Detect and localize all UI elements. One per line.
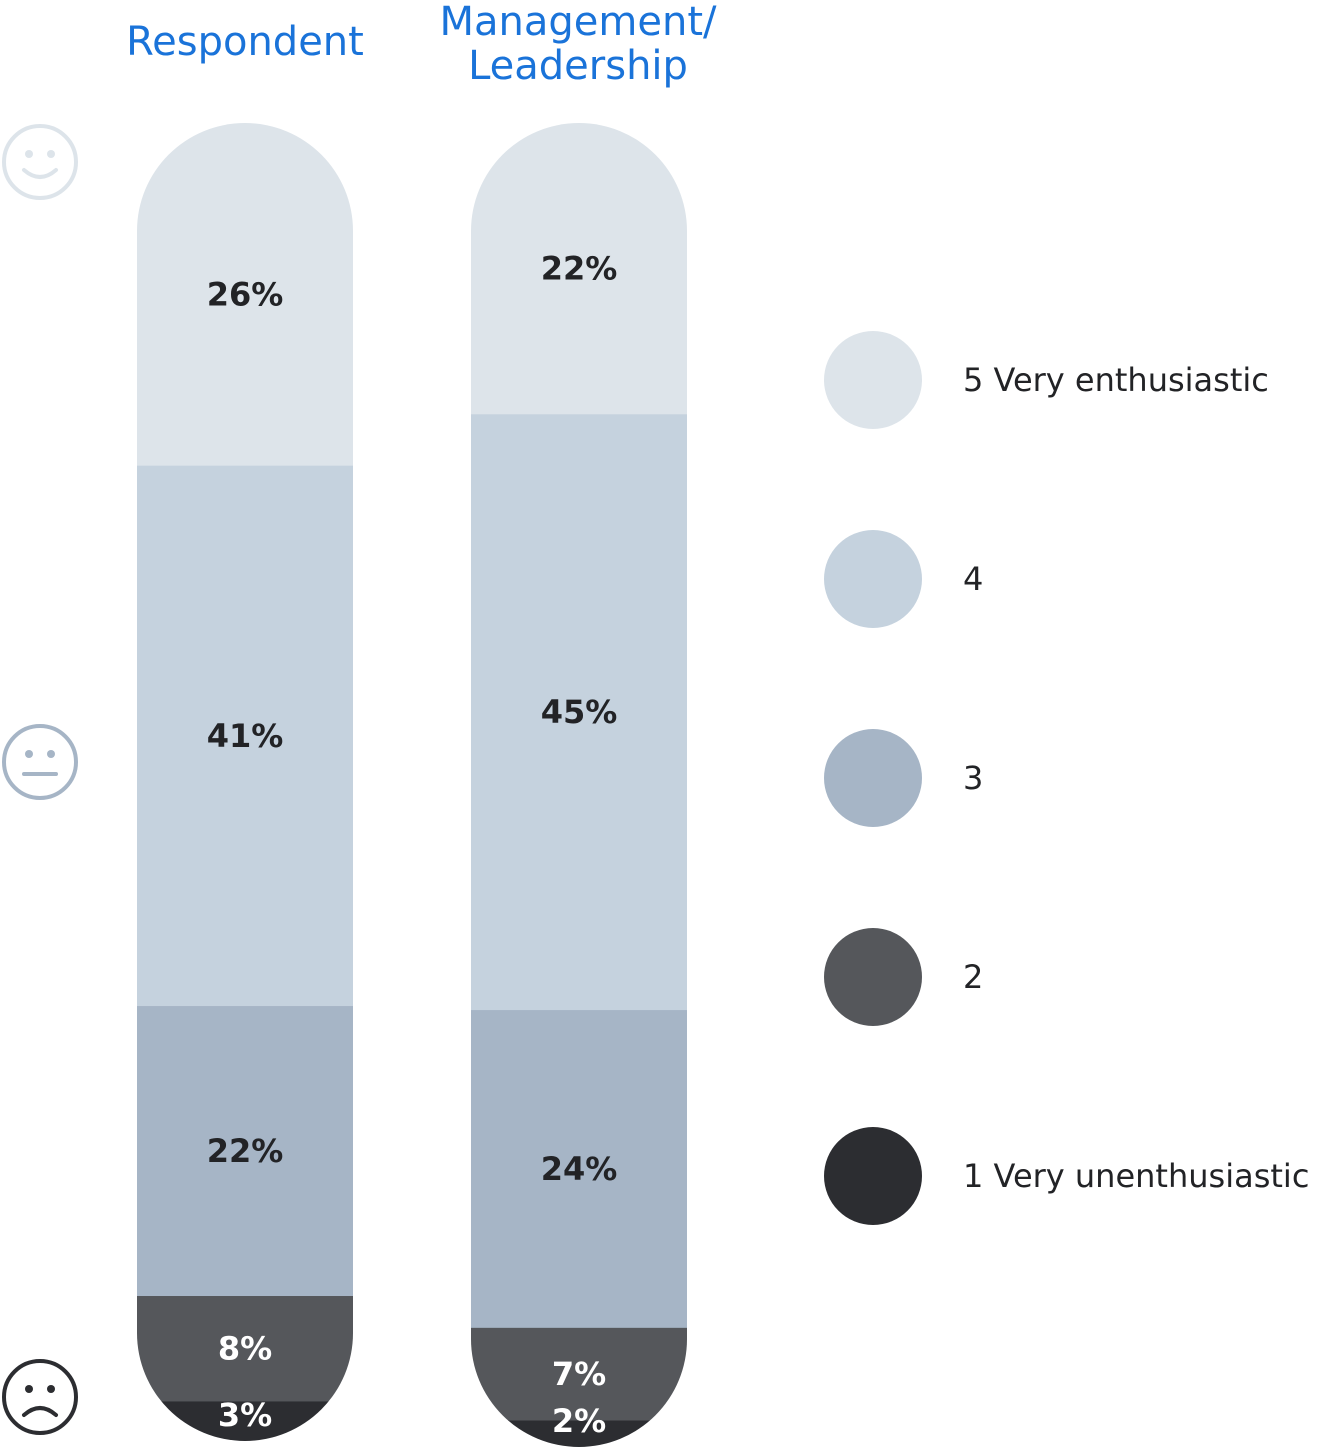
bar-segment xyxy=(471,1010,687,1329)
data-label: 8% xyxy=(218,1330,272,1368)
legend-swatch-4 xyxy=(824,530,922,628)
data-label: 45% xyxy=(541,693,618,731)
column-title-management: Management/ Leadership xyxy=(439,0,717,89)
bar-column-1 xyxy=(471,123,687,1447)
smiling-face-icon xyxy=(2,124,78,200)
column-title-respondent: Respondent xyxy=(126,19,364,65)
bar-segment xyxy=(137,1006,353,1297)
legend-label-5: 5 Very enthusiastic xyxy=(963,361,1269,399)
legend-label-4: 4 xyxy=(963,560,984,598)
bar-segment xyxy=(137,123,353,467)
legend-item-3: 3 xyxy=(824,729,1304,829)
legend-item-5: 5 Very enthusiastic xyxy=(824,331,1304,431)
bar-segment xyxy=(137,465,353,1007)
legend-swatch-2 xyxy=(824,928,922,1026)
legend-item-4: 4 xyxy=(824,530,1304,630)
bar-segment xyxy=(137,1296,353,1402)
stacked-bar-chart: 26% 41% 22% 8% 3% 22% 45% 24% 7% 2% xyxy=(137,123,687,1447)
data-label: 7% xyxy=(552,1355,606,1393)
data-label: 3% xyxy=(218,1396,272,1434)
legend-swatch-3 xyxy=(824,729,922,827)
legend-label-3: 3 xyxy=(963,759,984,797)
legend-label-1: 1 Very unenthusiastic xyxy=(963,1157,1310,1195)
data-label: 41% xyxy=(207,717,284,755)
legend-swatch-1 xyxy=(824,1127,922,1225)
legend-item-1: 1 Very unenthusiastic xyxy=(824,1127,1309,1227)
bar-segment xyxy=(471,414,687,1011)
frowning-face-icon xyxy=(2,1359,78,1435)
data-label: 22% xyxy=(207,1132,284,1170)
data-label: 22% xyxy=(541,250,618,288)
bar-column-0 xyxy=(137,123,353,1441)
bar-segment xyxy=(471,1327,687,1422)
neutral-face-icon xyxy=(2,724,78,800)
legend-label-2: 2 xyxy=(963,958,984,996)
bar-segment xyxy=(471,123,687,415)
legend-swatch-5 xyxy=(824,331,922,429)
data-label: 2% xyxy=(552,1402,606,1440)
data-label: 24% xyxy=(541,1150,618,1188)
legend-item-2: 2 xyxy=(824,928,1304,1028)
data-label: 26% xyxy=(207,275,284,313)
